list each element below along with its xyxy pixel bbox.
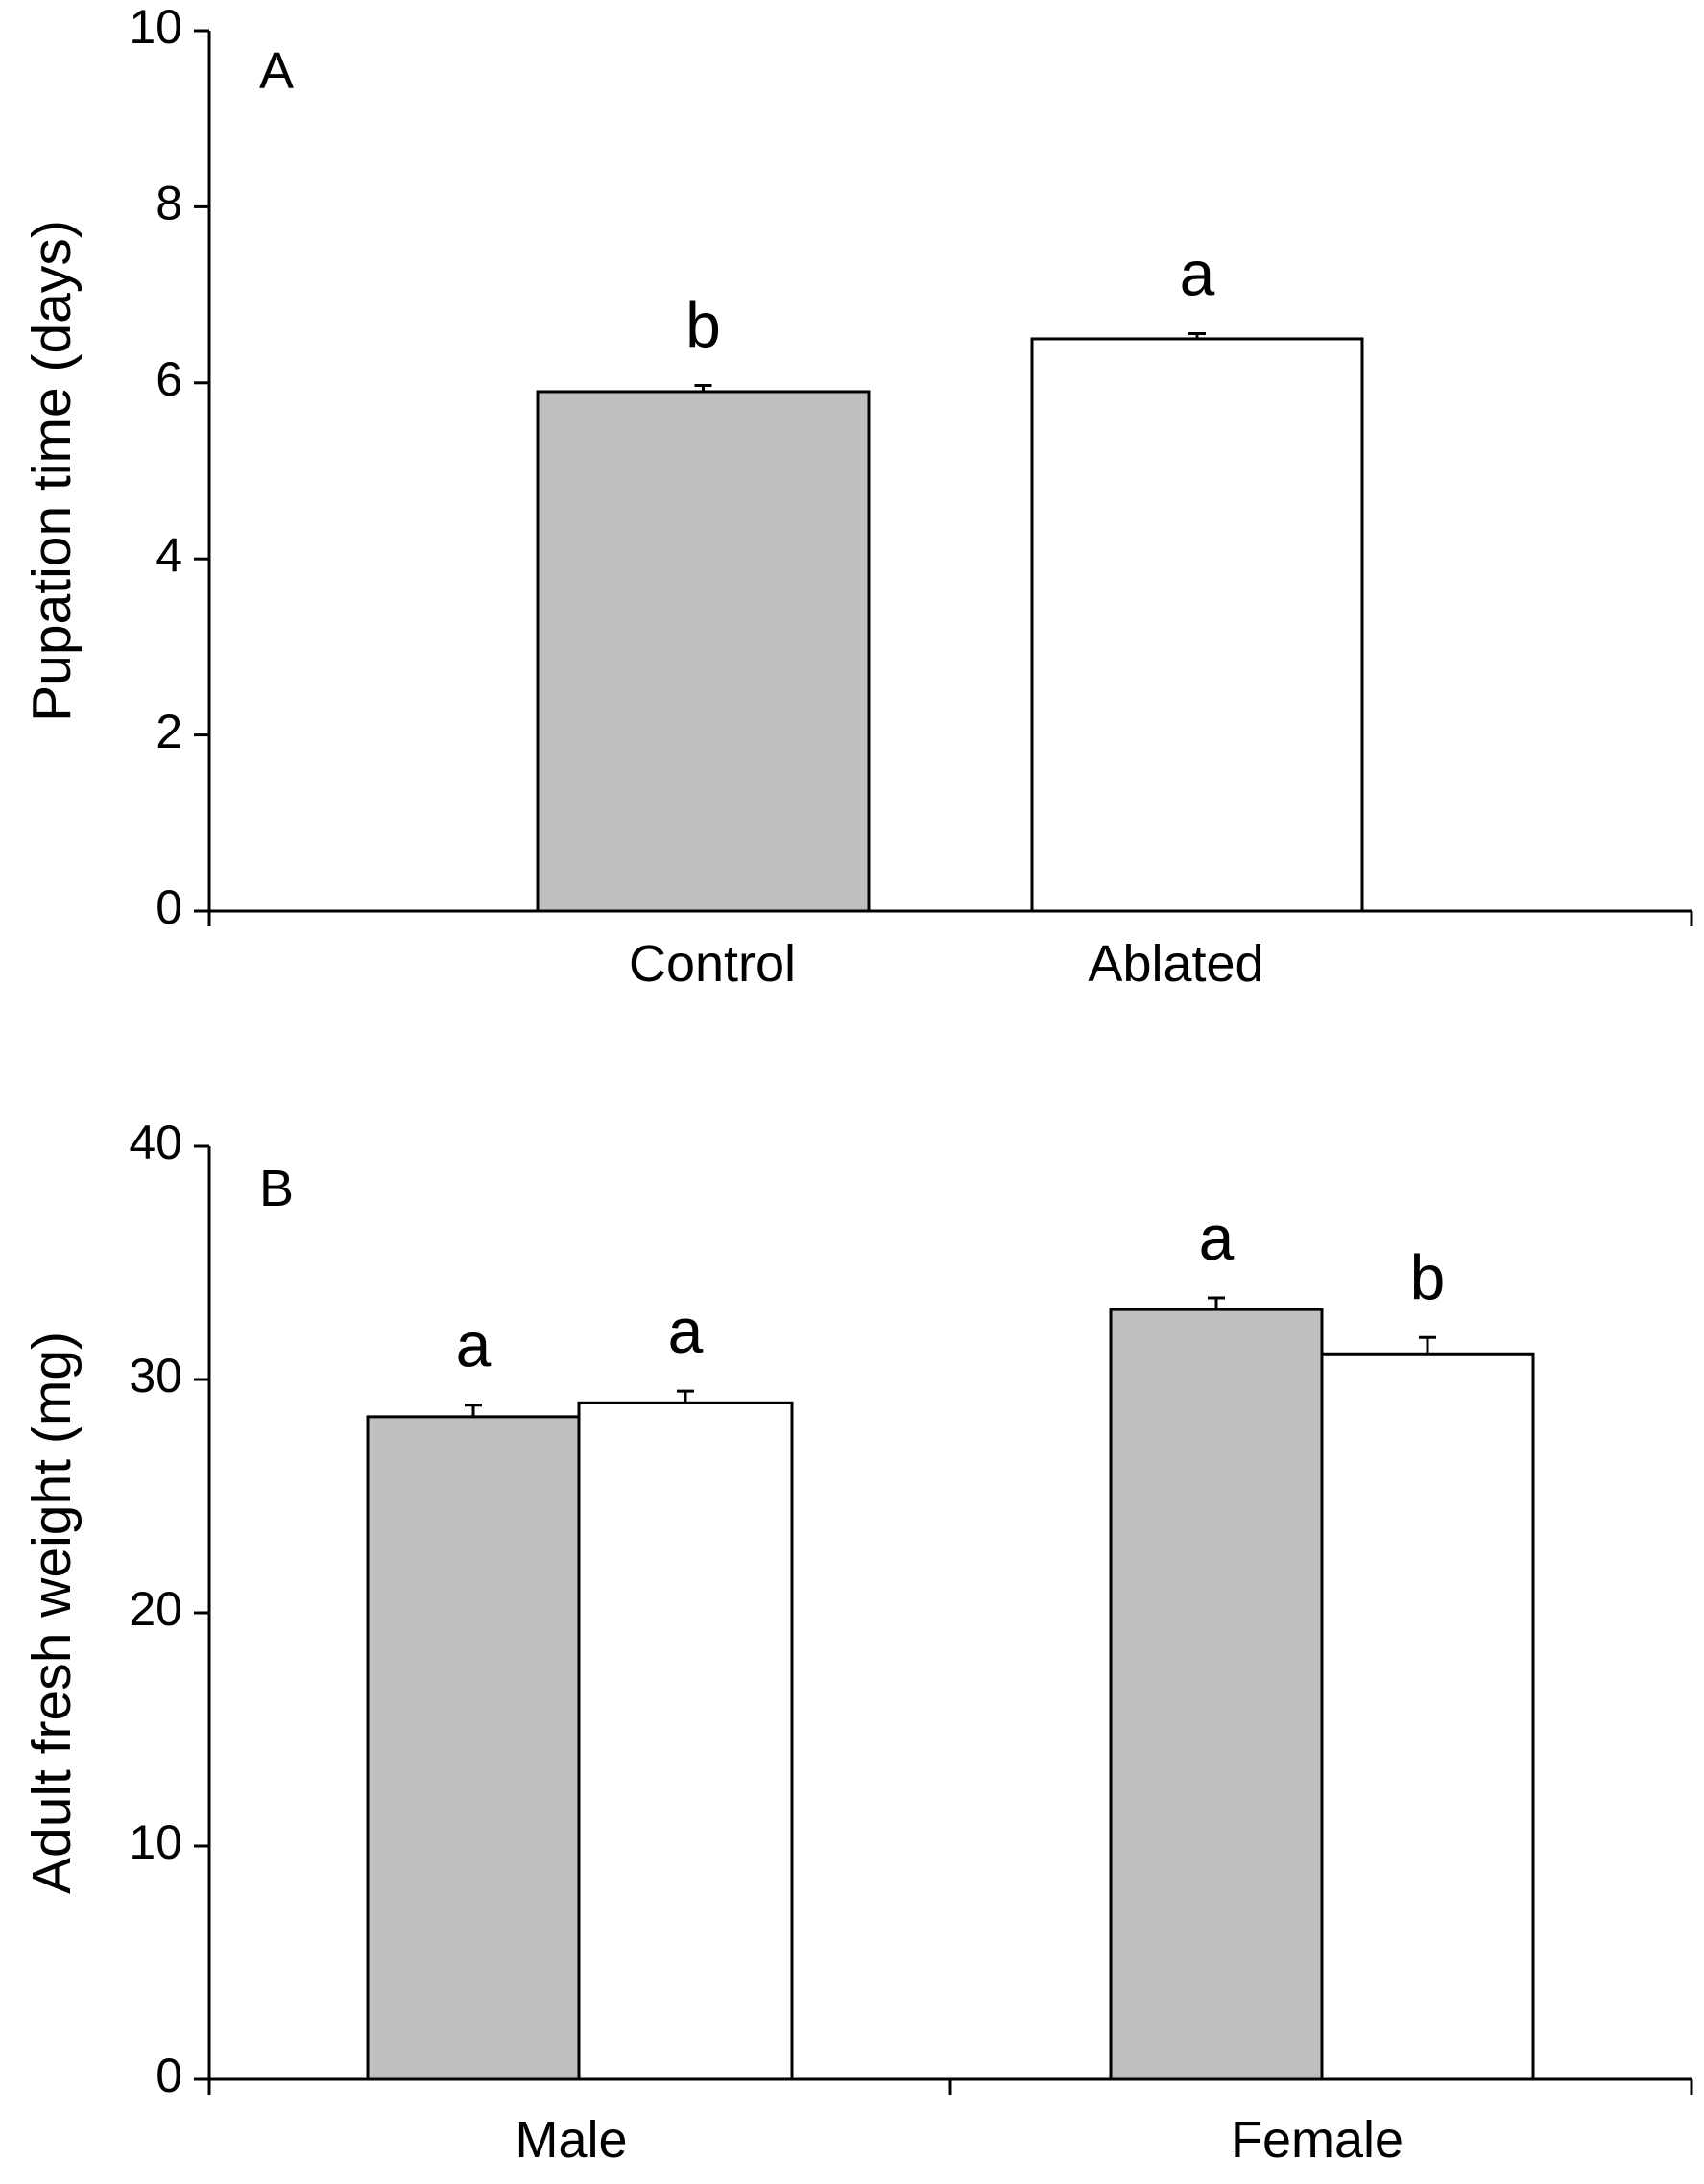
significance-label-female-s2: b bbox=[1410, 1241, 1446, 1312]
y-tick-label: 8 bbox=[156, 177, 182, 230]
y-tick-label: 0 bbox=[156, 2049, 182, 2102]
bar-control-s1 bbox=[536, 390, 871, 913]
error-bar-male-s2 bbox=[677, 1389, 694, 1404]
error-bar-ablated-s1 bbox=[1188, 331, 1206, 339]
error-bar-female-s1 bbox=[1208, 1296, 1225, 1310]
bar-female-s1 bbox=[1109, 1308, 1324, 2081]
y-tick-label: 10 bbox=[129, 0, 182, 54]
y-tick-label: 40 bbox=[129, 1116, 182, 1169]
panel-label: A bbox=[259, 42, 294, 100]
error-bar-male-s1 bbox=[465, 1404, 482, 1417]
error-bar-female-s2 bbox=[1419, 1335, 1436, 1355]
bar-female-s2 bbox=[1320, 1352, 1535, 2081]
y-tick-label: 4 bbox=[156, 528, 182, 582]
panel-b: B Adult fresh weight (mg) a a a b 0 10 20 30 40 Mal… bbox=[21, 1116, 1693, 2169]
x-category-label-male: Male bbox=[515, 2111, 627, 2169]
significance-label-control-s1: b bbox=[685, 290, 721, 361]
bar-male-s2 bbox=[577, 1401, 794, 2081]
significance-label-male-s1: a bbox=[456, 1309, 492, 1380]
significance-label-ablated-s1: a bbox=[1180, 237, 1215, 308]
x-category-label-female: Female bbox=[1231, 2111, 1404, 2169]
x-category-label-control: Control bbox=[629, 935, 796, 993]
y-tick-label: 30 bbox=[129, 1349, 182, 1403]
y-tick-label: 10 bbox=[129, 1815, 182, 1869]
y-tick-label: 20 bbox=[129, 1582, 182, 1636]
error-bar-control-s1 bbox=[694, 384, 712, 392]
y-tick-label: 2 bbox=[156, 705, 182, 758]
x-category-label-ablated: Ablated bbox=[1088, 935, 1263, 993]
y-tick-label: 6 bbox=[156, 352, 182, 406]
y-axis-label: Adult fresh weight (mg) bbox=[21, 1332, 83, 1894]
panel-a: A Pupation time (days) b a 0 2 4 6 8 10 Control Abl… bbox=[21, 0, 1693, 993]
y-axis-label: Pupation time (days) bbox=[21, 220, 83, 722]
significance-label-male-s2: a bbox=[668, 1295, 704, 1366]
bar-male-s1 bbox=[366, 1415, 581, 2081]
panel-label: B bbox=[259, 1160, 294, 1217]
bar-ablated-s1 bbox=[1030, 337, 1364, 913]
significance-label-female-s1: a bbox=[1199, 1202, 1235, 1273]
y-tick-label: 0 bbox=[156, 880, 182, 934]
